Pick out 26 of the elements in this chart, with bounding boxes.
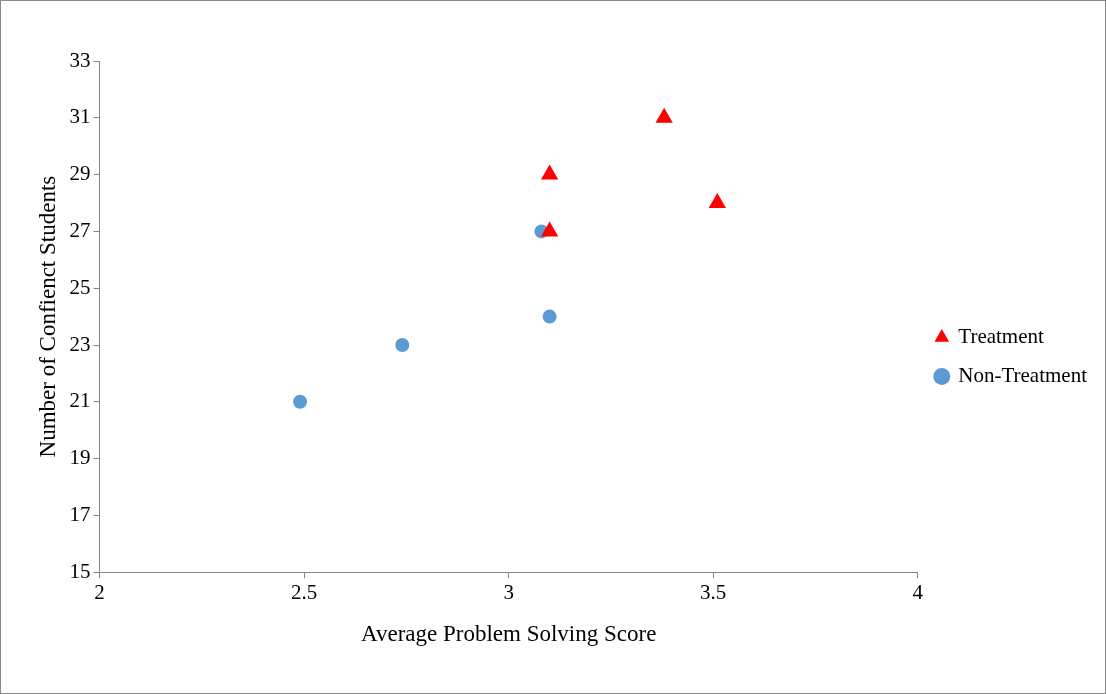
point: [395, 338, 410, 352]
x-tick-label: 4: [912, 580, 924, 605]
x-tick-label: 2: [94, 580, 105, 605]
y-tick-label: 17: [69, 501, 91, 526]
point: [655, 107, 673, 123]
point: [540, 221, 559, 237]
x-tick-label: 3: [503, 580, 514, 605]
y-tick-label: 27: [69, 217, 91, 242]
y-tick-label: 19: [69, 445, 91, 470]
y-tick-label: 25: [69, 274, 91, 299]
point: [540, 164, 559, 180]
y-tick-label: 21: [69, 388, 91, 413]
legend-label: Treatment: [958, 324, 1045, 349]
legend-label: Non-Treatment: [958, 363, 1088, 388]
x-axis-title: Average Problem Solving Score: [361, 621, 657, 647]
y-tick-label: 29: [69, 161, 91, 186]
y-tick-label: 15: [69, 558, 91, 583]
point: [542, 309, 557, 324]
point: [293, 394, 308, 409]
x-tick-label: 2.5: [291, 580, 318, 605]
y-tick-label: 31: [69, 104, 91, 129]
point: [708, 193, 726, 208]
y-tick-label: 33: [69, 47, 91, 72]
y-axis-title: Number of Confienct Students: [34, 175, 60, 458]
y-tick-label: 23: [69, 331, 91, 356]
x-tick-label: 3.5: [700, 580, 727, 605]
